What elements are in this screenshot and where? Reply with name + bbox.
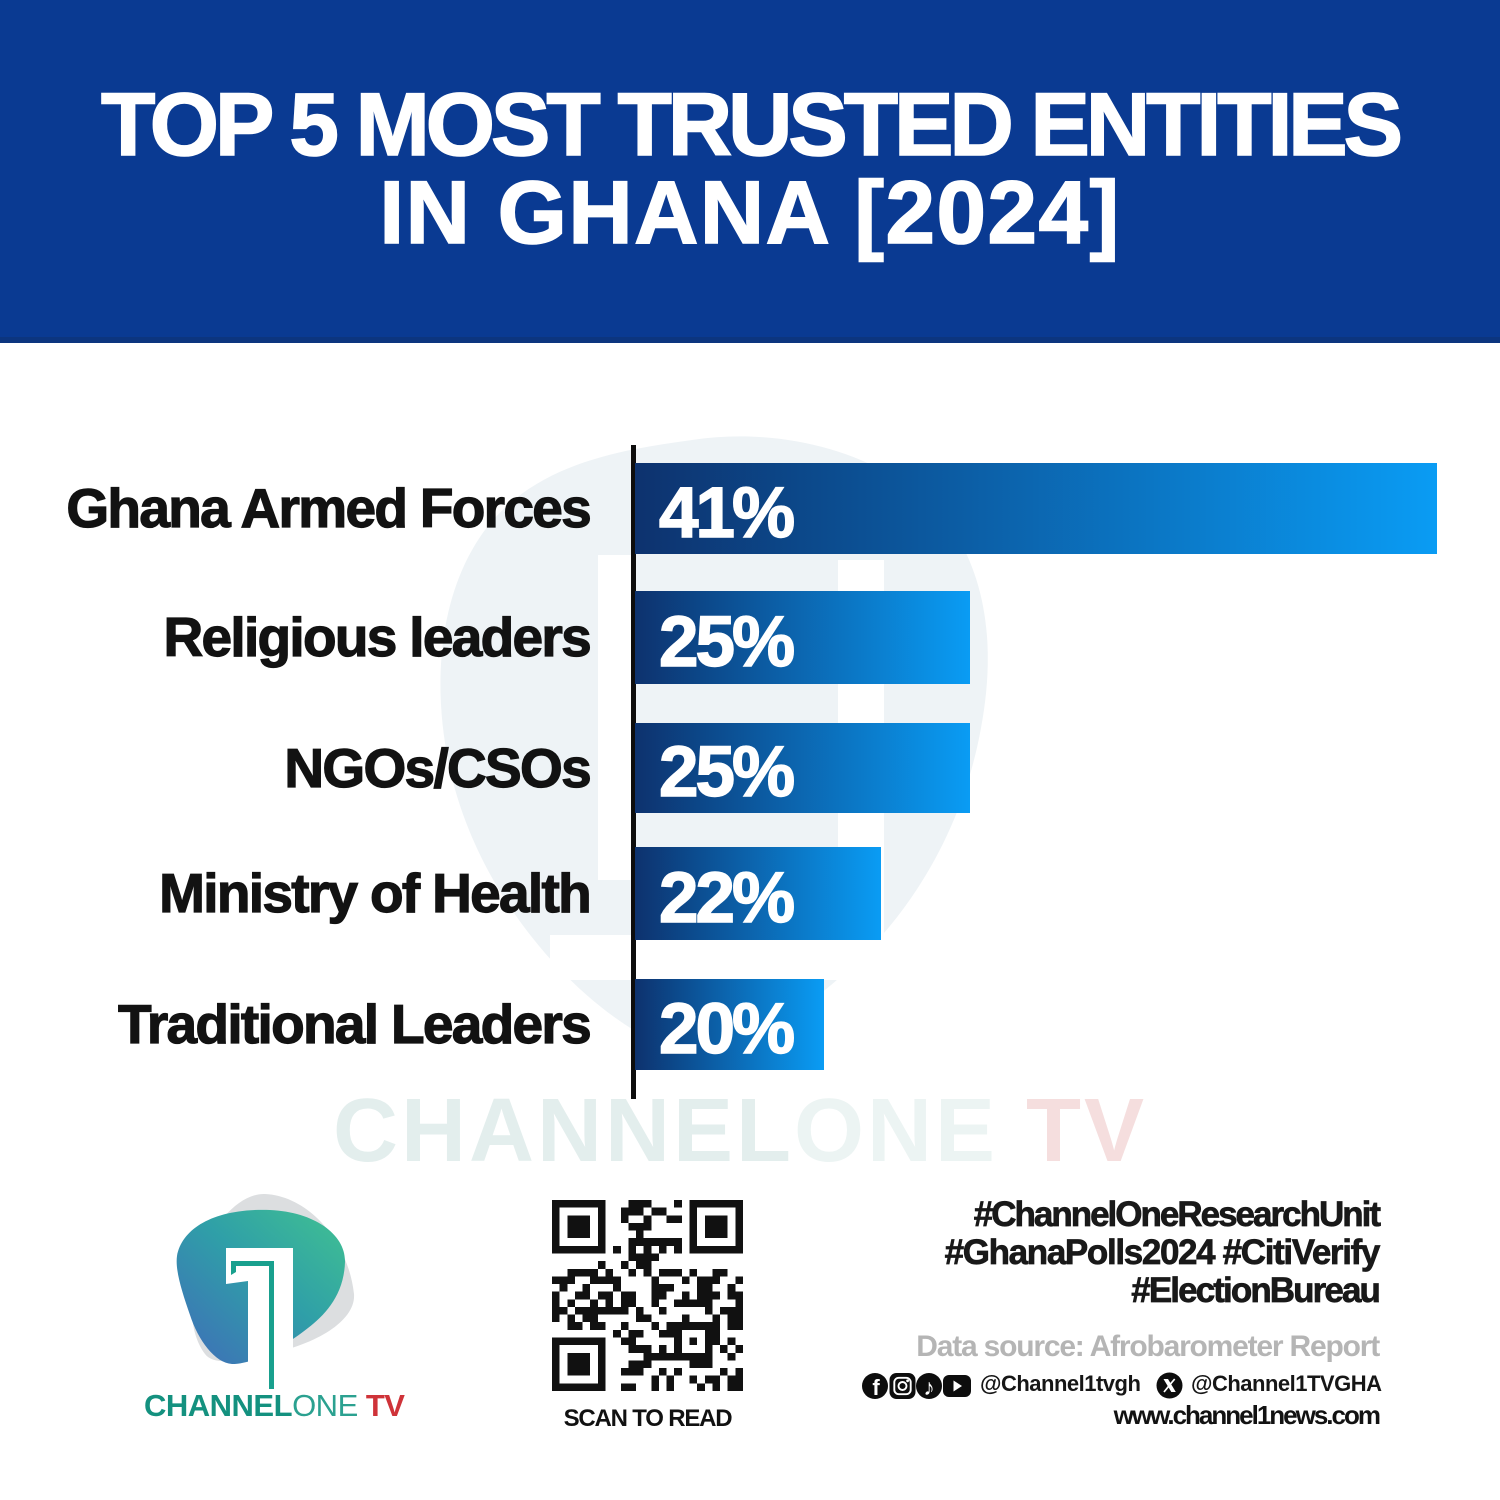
svg-text:♪: ♪ [923,1374,935,1400]
svg-text:f: f [872,1375,880,1400]
